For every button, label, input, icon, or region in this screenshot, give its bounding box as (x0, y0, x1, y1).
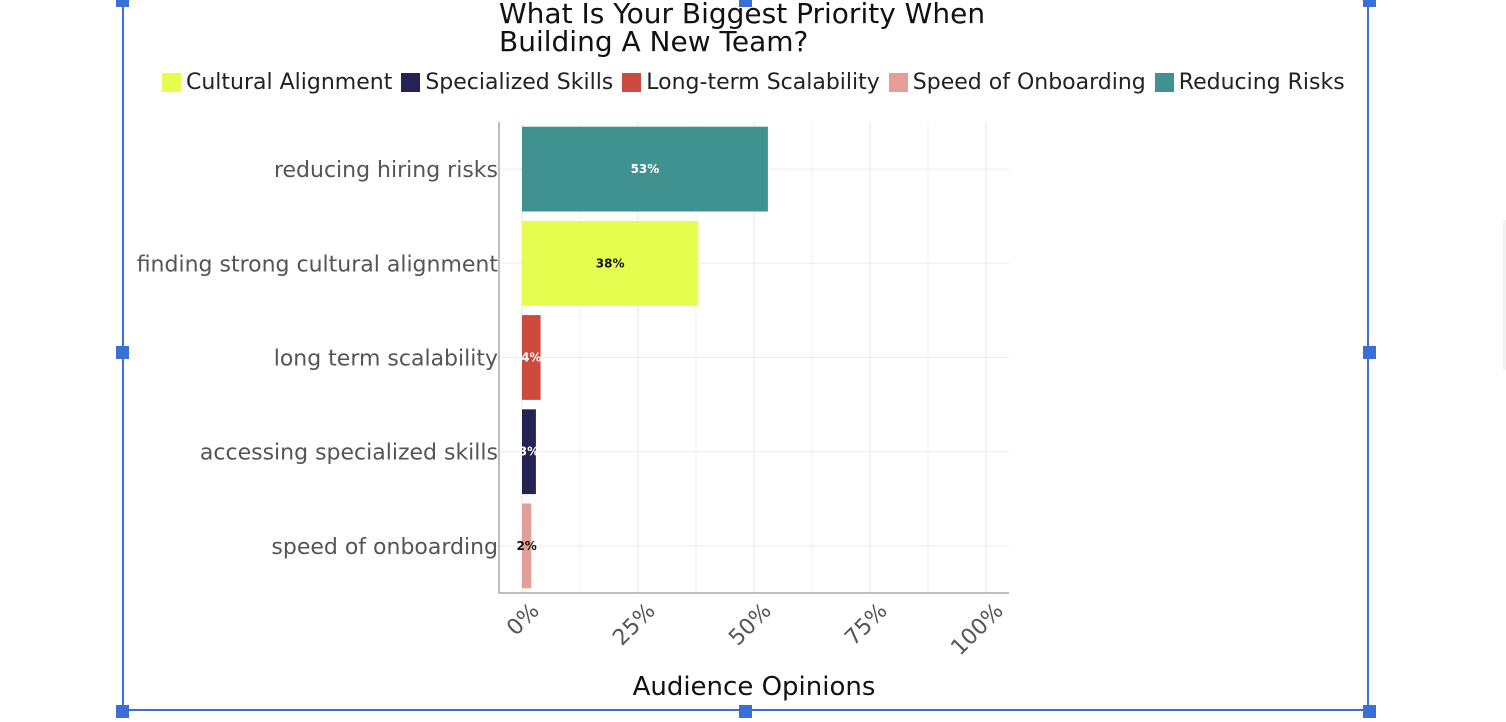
category-label: finding strong cultural alignment (137, 252, 499, 277)
x-axis-title: Audience Opinions (0, 672, 1506, 702)
legend-label: Speed of Onboarding (912, 69, 1146, 95)
x-tick-label: 50% (724, 599, 776, 651)
bar (522, 220, 699, 306)
bar (522, 503, 532, 589)
x-tick-label: 0% (502, 599, 544, 641)
category-label: long term scalability (274, 347, 498, 372)
legend-swatch (401, 72, 421, 92)
legend-item[interactable]: Reducing Risks (1154, 69, 1345, 95)
x-axis-title-text: Audience Opinions (632, 672, 876, 702)
category-label: reducing hiring risks (274, 158, 498, 183)
resize-handle-bottom-center[interactable] (739, 705, 752, 718)
legend-item[interactable]: Speed of Onboarding (888, 69, 1146, 95)
bar-value-label: 53% (631, 162, 660, 176)
legend-swatch (622, 72, 642, 92)
window-edge (1503, 220, 1506, 370)
resize-handle-bottom-left[interactable] (116, 705, 129, 718)
legend-label: Cultural Alignment (186, 69, 393, 95)
bar (522, 126, 768, 212)
legend-label: Long-term Scalability (646, 69, 880, 95)
resize-handle-middle-left[interactable] (116, 346, 129, 359)
legend-label: Reducing Risks (1178, 69, 1345, 95)
resize-handle-middle-right[interactable] (1363, 346, 1376, 359)
category-label: speed of onboarding (271, 535, 498, 560)
resize-handle-top-center[interactable] (739, 0, 752, 7)
bar (522, 315, 541, 400)
chart-legend: Cultural Alignment Specialized Skills Long… (162, 68, 1354, 96)
legend-item[interactable]: Cultural Alignment (162, 70, 392, 95)
chart-title-line-1: What Is Your Biggest Priority When (499, 0, 986, 30)
resize-handle-top-right[interactable] (1363, 0, 1376, 7)
chart-title-line-2: Building A New Team? (499, 25, 809, 58)
bar-value-label: 3% (519, 445, 539, 459)
legend-item[interactable]: Long-term Scalability (622, 70, 880, 95)
legend-swatch (1154, 72, 1174, 92)
legend-label: Specialized Skills (425, 69, 614, 95)
x-tick-label: 75% (840, 599, 892, 651)
category-label: accessing specialized skills (200, 441, 498, 466)
x-tick-label: 100% (946, 599, 1008, 661)
legend-swatch (888, 72, 908, 92)
bar-value-label: 4% (521, 351, 541, 365)
bar-value-label: 38% (596, 256, 625, 270)
bar-value-label: 2% (516, 539, 536, 553)
bar (522, 409, 536, 495)
x-tick-label: 25% (608, 599, 660, 651)
chart-title: What Is Your Biggest Priority When Build… (499, 0, 985, 56)
resize-handle-bottom-right[interactable] (1363, 705, 1376, 718)
legend-swatch (162, 72, 181, 92)
resize-handle-top-left[interactable] (116, 0, 129, 7)
legend-item[interactable]: Specialized Skills (401, 70, 613, 95)
